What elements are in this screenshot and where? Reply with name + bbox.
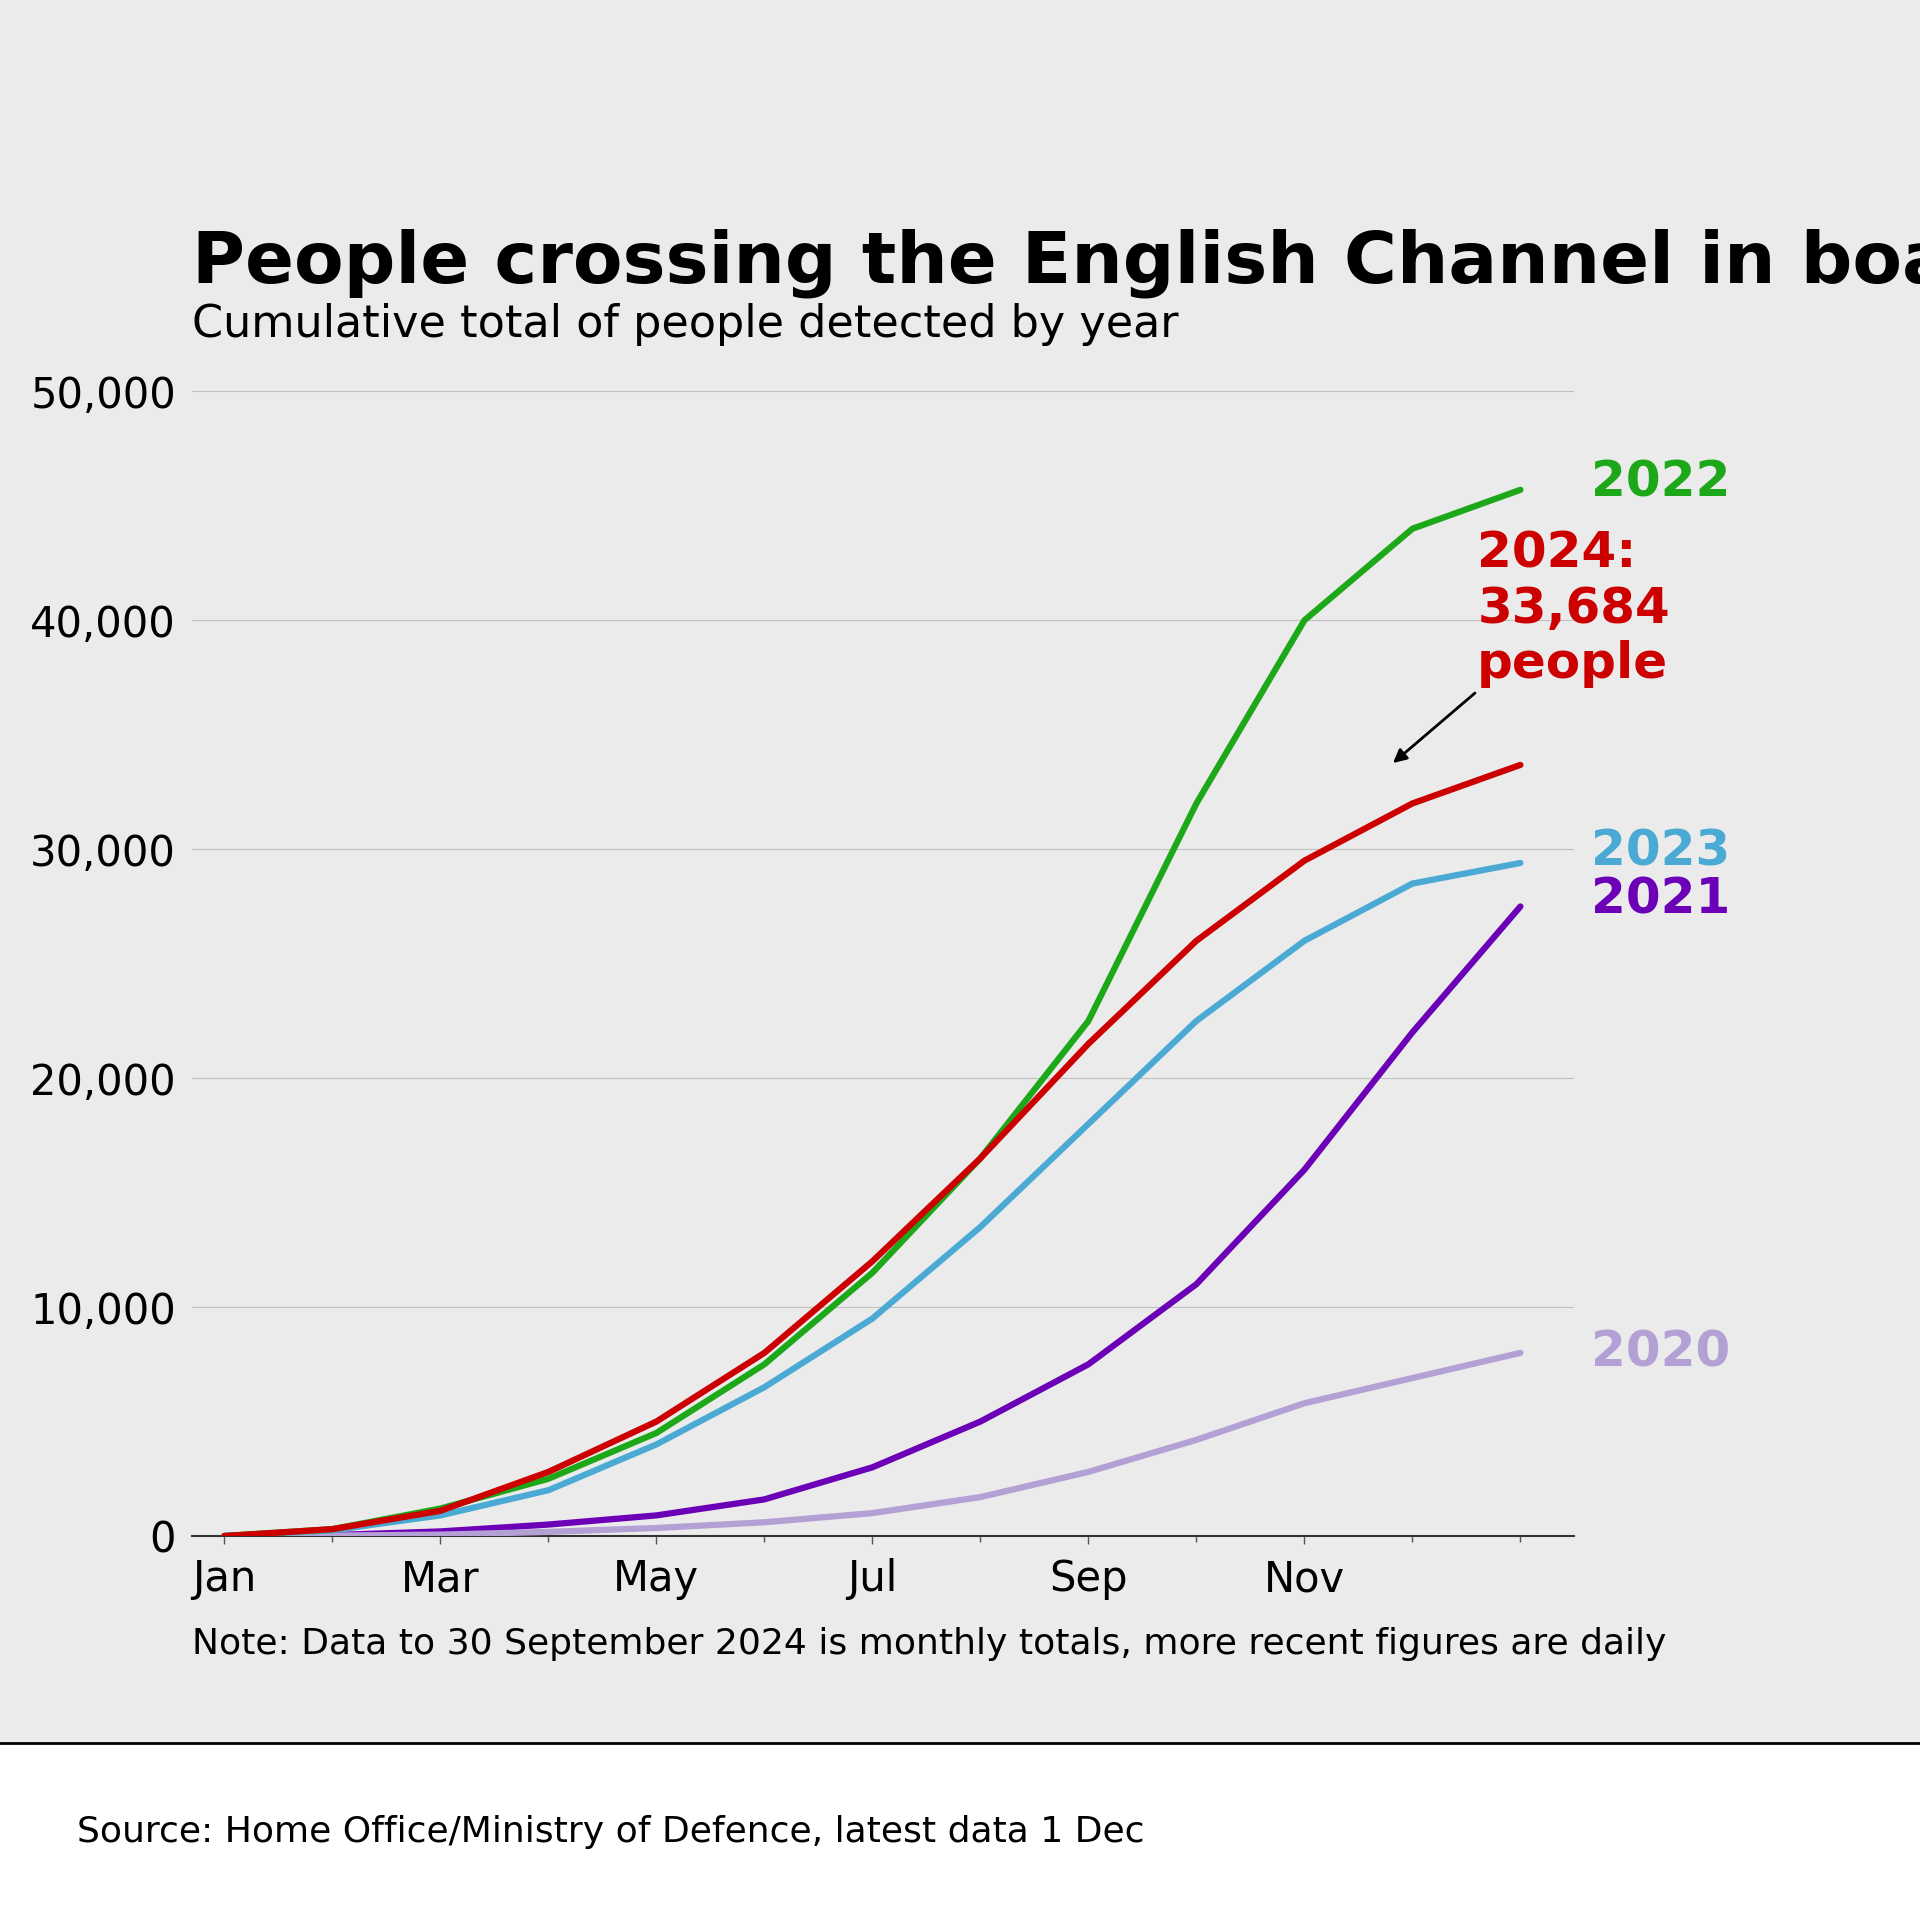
Text: C: C [1814, 1818, 1841, 1853]
Text: Cumulative total of people detected by year: Cumulative total of people detected by y… [192, 303, 1179, 346]
Text: B: B [1695, 1818, 1722, 1853]
FancyBboxPatch shape [1682, 1774, 1736, 1897]
Text: 2022: 2022 [1590, 459, 1730, 507]
Text: Source: Home Office/Ministry of Defence, latest data 1 Dec: Source: Home Office/Ministry of Defence,… [77, 1814, 1144, 1849]
Text: 2021: 2021 [1590, 876, 1730, 924]
FancyBboxPatch shape [1741, 1774, 1795, 1897]
FancyBboxPatch shape [1801, 1774, 1855, 1897]
Text: 2024:
33,684
people: 2024: 33,684 people [1396, 530, 1670, 760]
Text: B: B [1755, 1818, 1782, 1853]
Text: 2023: 2023 [1590, 828, 1730, 876]
Text: Note: Data to 30 September 2024 is monthly totals, more recent figures are daily: Note: Data to 30 September 2024 is month… [192, 1626, 1667, 1661]
Text: 2020: 2020 [1590, 1329, 1730, 1377]
Text: People crossing the English Channel in boats: People crossing the English Channel in b… [192, 228, 1920, 298]
